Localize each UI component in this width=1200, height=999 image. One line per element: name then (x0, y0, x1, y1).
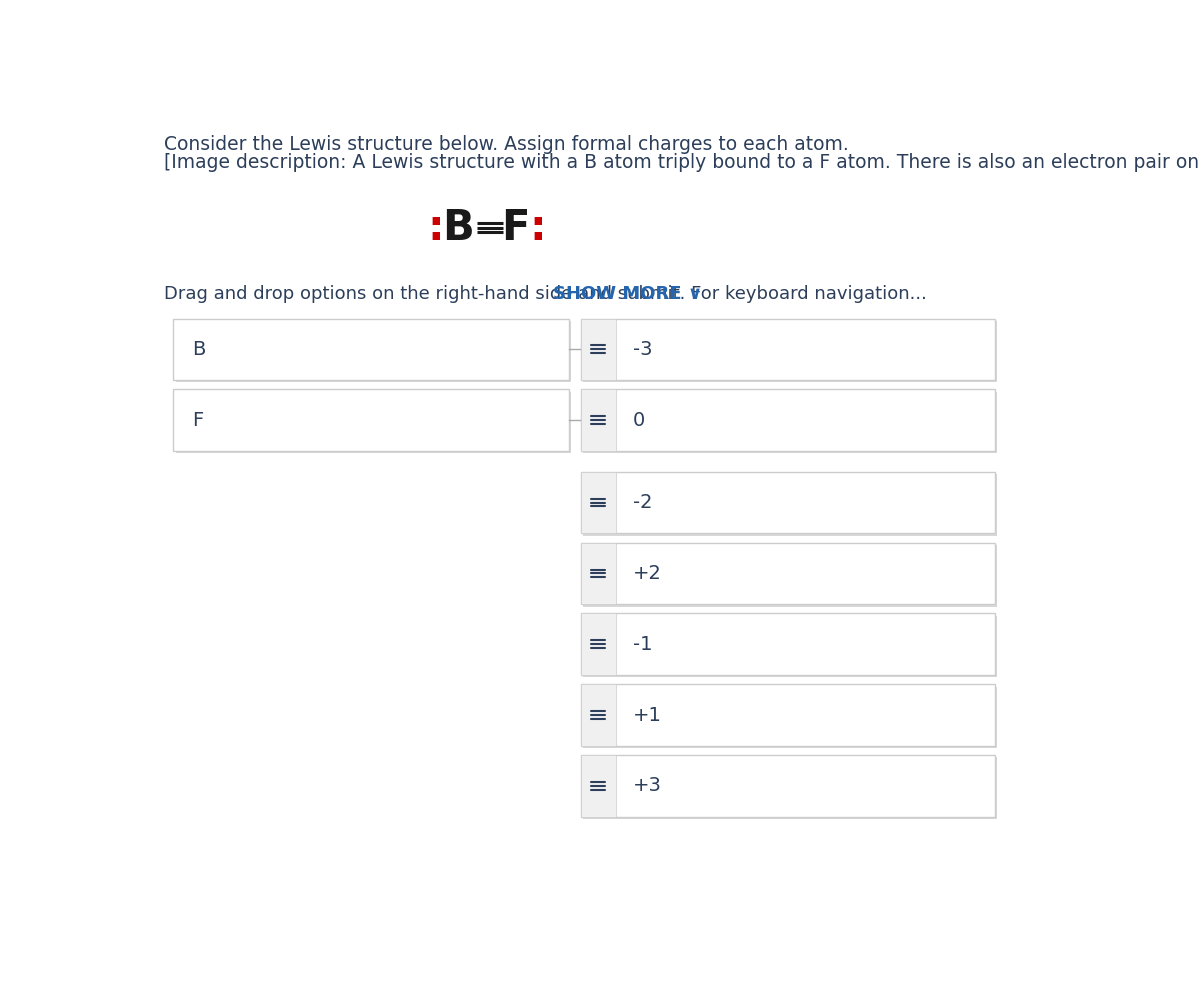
Text: Drag and drop options on the right-hand side and submit. For keyboard navigation: Drag and drop options on the right-hand … (164, 286, 926, 304)
Bar (581, 390, 616, 451)
Bar (581, 613, 616, 675)
Text: F: F (193, 411, 204, 430)
Bar (581, 542, 995, 604)
Bar (581, 319, 616, 381)
Text: F: F (502, 207, 530, 249)
Bar (581, 684, 995, 746)
Text: +2: +2 (632, 563, 661, 582)
Bar (581, 472, 616, 533)
Bar (581, 755, 616, 817)
Bar (583, 757, 997, 819)
Bar (581, 319, 995, 381)
Bar (583, 686, 997, 748)
Bar (583, 544, 997, 606)
Bar (583, 475, 997, 535)
Text: +3: +3 (632, 776, 661, 795)
Bar (175, 321, 571, 383)
Bar (581, 684, 616, 746)
Bar (581, 613, 995, 675)
Bar (581, 542, 616, 604)
Text: -1: -1 (632, 634, 653, 653)
Text: +1: +1 (632, 705, 661, 724)
Text: B: B (443, 207, 474, 249)
Bar (175, 392, 571, 454)
Text: B: B (193, 340, 206, 359)
Text: [Image description: A Lewis structure with a B atom triply bound to a F atom. Th: [Image description: A Lewis structure wi… (164, 153, 1200, 172)
Text: -3: -3 (632, 340, 653, 359)
Bar (581, 472, 995, 533)
Text: :: : (529, 207, 546, 249)
Text: :: : (427, 207, 444, 249)
Bar (173, 390, 569, 451)
Bar (583, 321, 997, 383)
Bar (583, 615, 997, 677)
Text: 0: 0 (632, 411, 646, 430)
Text: SHOW MORE ∨: SHOW MORE ∨ (553, 286, 702, 304)
Bar (581, 390, 995, 451)
Text: -2: -2 (632, 494, 653, 512)
Bar (581, 755, 995, 817)
Bar (173, 319, 569, 381)
Text: Consider the Lewis structure below. Assign formal charges to each atom.: Consider the Lewis structure below. Assi… (164, 135, 848, 154)
Bar (583, 392, 997, 454)
